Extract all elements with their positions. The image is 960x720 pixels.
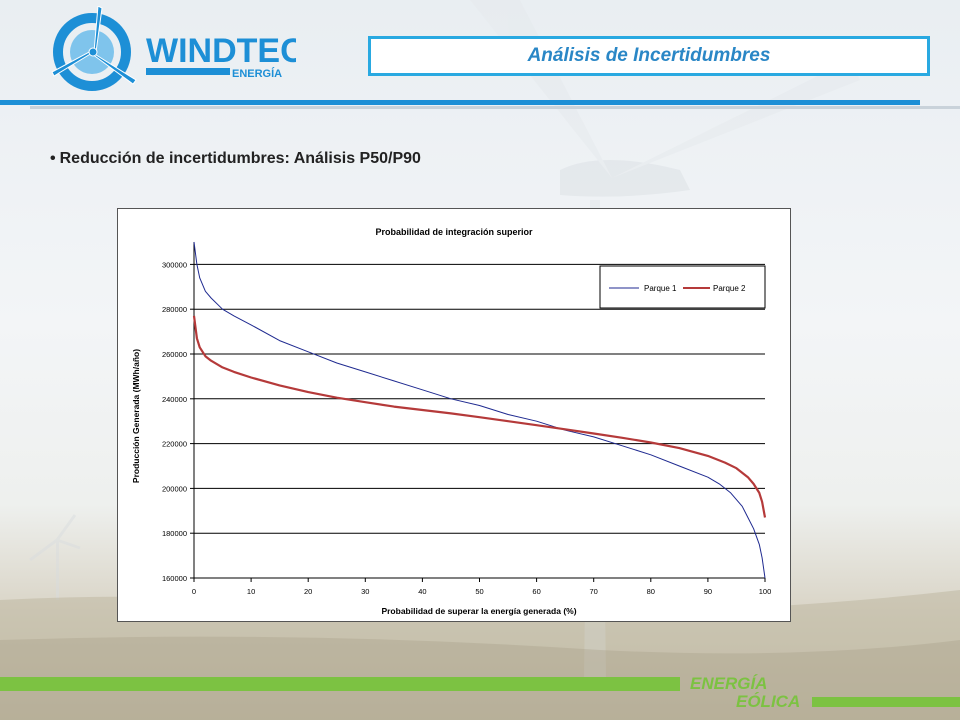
legend-label-series-1: Parque 1 (644, 284, 677, 293)
x-tick-label: 100 (759, 587, 772, 596)
y-tick-label: 200000 (162, 484, 187, 493)
y-tick-label: 240000 (162, 395, 187, 404)
logo-ring-icon (53, 13, 131, 91)
title-box: Análisis de Incertidumbres (368, 36, 930, 76)
header-rule-shadow (30, 106, 960, 109)
series-line-1 (193, 241, 766, 579)
x-tick-label: 90 (704, 587, 712, 596)
y-axis-label: Producción Generada (MWh/año) (131, 349, 141, 483)
bullet-point: • Reducción de incertidumbres: Análisis P… (50, 150, 421, 168)
footer-bar (0, 677, 680, 691)
series-line-2 (192, 315, 767, 518)
footer-text-line1: ENERGÍA (690, 674, 768, 693)
grid-layer (194, 263, 765, 534)
y-tick-label: 160000 (162, 574, 187, 583)
legend-label-series-2: Parque 2 (713, 284, 746, 293)
page-title: Análisis de Incertidumbres (527, 45, 771, 66)
series-layer (192, 241, 767, 579)
chart: Probabilidad de integración superior 160… (117, 208, 791, 622)
x-tick-label: 60 (532, 587, 540, 596)
bullet-text: Reducción de incertidumbres: Análisis P5… (59, 150, 421, 167)
chart-title: Probabilidad de integración superior (375, 227, 533, 237)
y-tick-label: 220000 (162, 440, 187, 449)
logo-subtext: ENERGÍA (232, 67, 282, 80)
footer-text-line2: EÓLICA (736, 692, 801, 711)
bullet-dot-icon: • (50, 150, 56, 167)
x-axis-label: Probabilidad de superar la energía gener… (381, 606, 576, 616)
wind-turbine-small-icon (29, 514, 81, 600)
header-rule (0, 100, 920, 105)
windtec-logo: WINDTEC ENERGÍA (51, 6, 296, 91)
logo-underbar (146, 68, 230, 75)
x-tick-label: 40 (418, 587, 426, 596)
x-tick-label: 80 (647, 587, 655, 596)
legend-box (599, 265, 766, 309)
x-tick-label: 10 (247, 587, 255, 596)
logo-text: WINDTEC (146, 32, 296, 70)
y-tick-label: 280000 (162, 305, 187, 314)
chart-legend: Parque 1 Parque 2 (599, 265, 766, 309)
footer-bar-right (812, 697, 960, 707)
x-tick-label: 0 (192, 587, 196, 596)
wind-turbine-icon (51, 6, 137, 85)
x-tick-label: 20 (304, 587, 312, 596)
x-tick-label: 70 (590, 587, 598, 596)
y-tick-label: 260000 (162, 350, 187, 359)
x-tick-label: 50 (475, 587, 483, 596)
y-tick-label: 180000 (162, 529, 187, 538)
x-tick-label: 30 (361, 587, 369, 596)
axis-layer: 160000 180000 200000 220000 240000 260000 2800… (162, 242, 771, 596)
y-tick-label: 300000 (162, 260, 187, 269)
